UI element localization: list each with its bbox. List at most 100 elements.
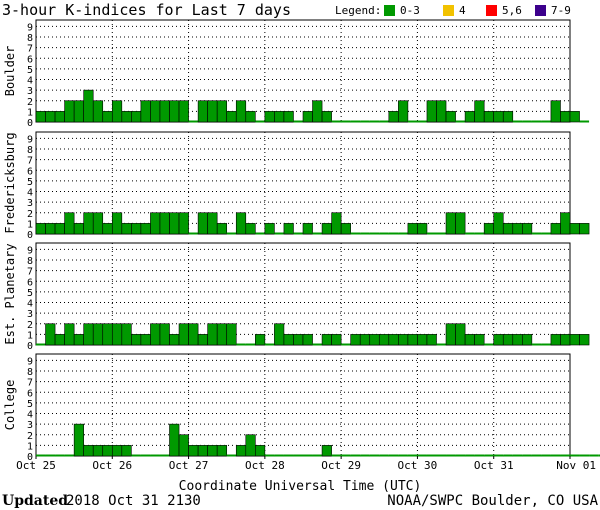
y-tick-label: 4 [27, 410, 33, 421]
y-tick-label: 6 [27, 277, 33, 288]
k-bar [121, 323, 132, 346]
k-bar [45, 323, 56, 346]
k-bar [35, 223, 46, 235]
k-bar [455, 323, 466, 346]
k-bar [83, 323, 94, 346]
k-bar [169, 423, 180, 457]
k-bar [216, 223, 228, 235]
y-tick-label: 6 [27, 54, 33, 65]
updated-value: 2018 Oct 31 2130 [66, 493, 201, 509]
k-bar [426, 334, 437, 346]
k-bar [331, 212, 342, 235]
y-tick-label: 9 [27, 245, 33, 256]
k-bar [274, 111, 285, 123]
k-bar [550, 334, 561, 346]
y-tick-label: 5 [27, 65, 33, 76]
legend-swatch [384, 5, 395, 16]
k-bar [178, 212, 189, 235]
x-axis-label: Coordinate Universal Time (UTC) [179, 479, 422, 494]
k-bar [255, 334, 266, 346]
k-bar [560, 334, 571, 346]
k-bar [569, 223, 580, 235]
k-bar [216, 100, 228, 123]
k-bar [111, 445, 123, 457]
k-bar [255, 445, 266, 457]
k-bar [197, 334, 208, 346]
k-bar [502, 223, 514, 235]
y-tick-label: 7 [27, 44, 33, 55]
k-bar [45, 111, 56, 123]
x-tick-label: Oct 26 [92, 459, 132, 472]
k-bar [493, 111, 504, 123]
y-tick-label: 8 [27, 256, 33, 267]
legend-label: 0-3 [400, 4, 420, 17]
credit-text: NOAA/SWPC Boulder, CO USA [387, 493, 598, 509]
k-bar [54, 111, 65, 123]
legend-swatch [486, 5, 497, 16]
k-bar [388, 334, 399, 346]
k-bar [550, 223, 561, 235]
k-bar [235, 445, 247, 457]
k-bar [92, 100, 104, 123]
k-bar [464, 111, 475, 123]
k-bar [92, 212, 104, 235]
k-bar [83, 89, 94, 123]
k-bar [283, 334, 294, 346]
k-bar [474, 334, 485, 346]
y-tick-label: 3 [27, 309, 33, 320]
y-tick-label: 0 [27, 452, 33, 463]
k-bar [245, 434, 256, 457]
k-bar [131, 223, 142, 235]
k-bar [64, 100, 75, 123]
y-tick-label: 3 [27, 86, 33, 97]
legend-swatch [535, 5, 546, 16]
k-bar [474, 100, 485, 123]
panel-frame [35, 353, 571, 457]
k-bar [188, 445, 199, 457]
k-bar [359, 334, 371, 346]
k-bar [131, 334, 142, 346]
legend: Legend: 0-3 4 5,6 7-9 [335, 4, 571, 17]
k-bar [207, 445, 218, 457]
k-bar [83, 445, 94, 457]
k-bar [150, 323, 161, 346]
y-tick-label: 0 [27, 118, 33, 129]
k-bar [483, 223, 495, 235]
k-bar [417, 223, 428, 235]
x-tick-label: Oct 28 [245, 459, 285, 472]
k-bar [140, 223, 151, 235]
k-bar [512, 334, 523, 346]
k-bar [169, 100, 180, 123]
k-bar [197, 445, 208, 457]
k-bar [150, 212, 161, 235]
y-tick-label: 4 [27, 299, 33, 310]
k-bar [321, 334, 332, 346]
k-bar [159, 100, 170, 123]
y-tick-label: 2 [27, 431, 33, 442]
k-bar [455, 212, 466, 235]
k-bar [73, 334, 84, 346]
y-tick-label: 1 [27, 441, 33, 452]
y-tick-label: 6 [27, 166, 33, 177]
k-bar [235, 212, 247, 235]
k-bar [321, 111, 332, 123]
k-bar [150, 100, 161, 123]
y-tick-label: 9 [27, 134, 33, 145]
k-bar [321, 223, 332, 235]
k-bar [350, 334, 361, 346]
k-bar [159, 212, 170, 235]
k-bar [159, 323, 170, 346]
x-tick-label: Oct 29 [321, 459, 361, 472]
y-tick-label: 7 [27, 267, 33, 278]
chart-title: 3-hour K-indices for Last 7 days [2, 1, 291, 19]
k-bar [92, 323, 104, 346]
k-bar [207, 323, 218, 346]
k-bar [64, 212, 75, 235]
legend-label: 5,6 [502, 4, 522, 17]
k-bar [502, 334, 514, 346]
x-axis-ticks: Oct 25 Oct 26 Oct 27 Oct 28 Oct 29 Oct 30 Oct … [16, 456, 596, 472]
k-bar [73, 100, 84, 123]
y-tick-label: 0 [27, 341, 33, 352]
